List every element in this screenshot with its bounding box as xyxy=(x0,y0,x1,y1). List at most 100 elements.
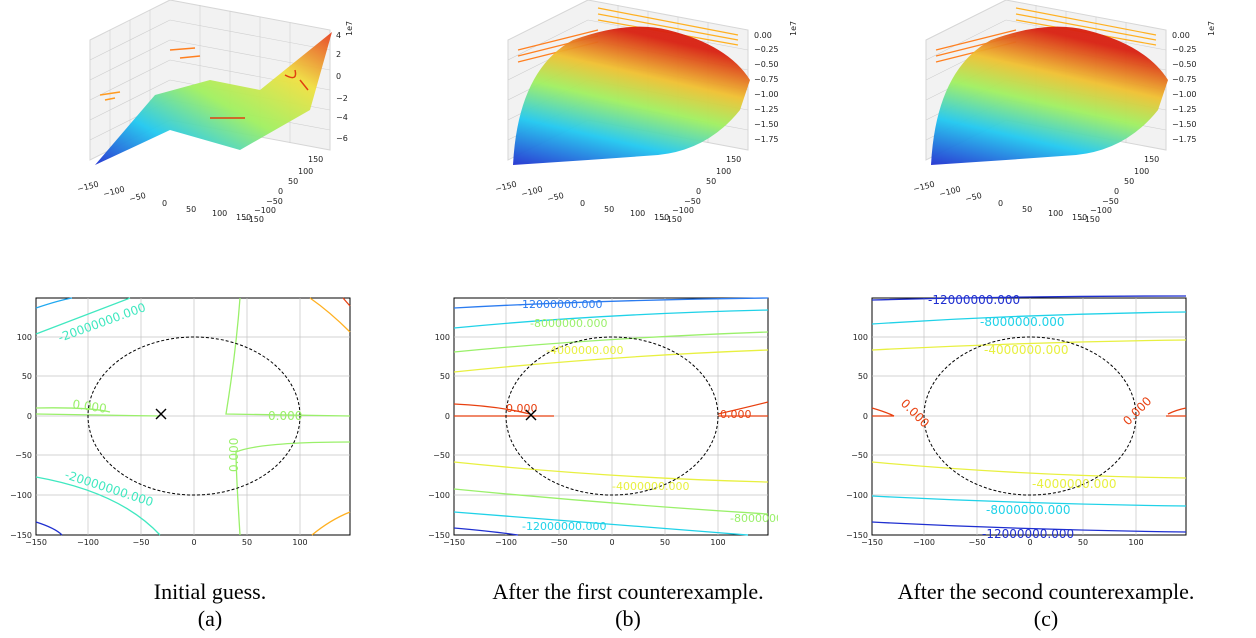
caption-label: (b) xyxy=(615,606,641,631)
svg-text:1e7: 1e7 xyxy=(1207,21,1216,36)
caption-c: After the second counterexample. (c) xyxy=(836,578,1256,632)
svg-text:150: 150 xyxy=(236,213,251,222)
svg-text:150: 150 xyxy=(308,155,323,164)
svg-text:100: 100 xyxy=(435,333,450,342)
svg-text:150: 150 xyxy=(654,213,669,222)
svg-text:50: 50 xyxy=(186,205,196,214)
svg-text:−50: −50 xyxy=(433,451,450,460)
svg-text:-12000000.000: -12000000.000 xyxy=(522,520,606,533)
svg-text:−2: −2 xyxy=(336,94,348,103)
svg-text:−50: −50 xyxy=(15,451,32,460)
boundary-circle xyxy=(923,336,1137,496)
svg-text:0: 0 xyxy=(580,199,585,208)
svg-text:0.00: 0.00 xyxy=(754,31,772,40)
svg-text:150: 150 xyxy=(726,155,741,164)
caption-text: After the second counterexample. xyxy=(897,579,1195,604)
y-axis-ticks: 150 100 50 0 −50 −100 −150 xyxy=(1078,155,1159,224)
svg-text:1e7: 1e7 xyxy=(345,21,354,36)
panel-b: 0.00 −0.25 −0.50 −0.75 −1.00 −1.25 −1.50… xyxy=(418,0,838,638)
contour-lines xyxy=(871,295,1187,533)
svg-text:−150: −150 xyxy=(76,180,100,194)
svg-text:0: 0 xyxy=(162,199,167,208)
svg-text:0: 0 xyxy=(998,199,1003,208)
svg-text:50: 50 xyxy=(1022,205,1032,214)
svg-text:−100: −100 xyxy=(254,206,276,215)
svg-text:0: 0 xyxy=(278,187,283,196)
svg-text:150: 150 xyxy=(1072,213,1087,222)
x-axis-ticks: −150 −100 −50 0 50 100 150 xyxy=(494,180,669,222)
svg-text:-4000000.000: -4000000.000 xyxy=(984,343,1069,357)
svg-text:−150: −150 xyxy=(861,538,883,547)
svg-text:-8000000.0: -8000000.0 xyxy=(730,512,778,525)
svg-text:−1.50: −1.50 xyxy=(1172,120,1197,129)
svg-text:-4000000.000: -4000000.000 xyxy=(612,480,689,493)
svg-text:100: 100 xyxy=(1128,538,1143,547)
contour-y-ticks: 100 50 0 −50 −100 −150 xyxy=(10,333,32,540)
svg-text:100: 100 xyxy=(716,167,731,176)
svg-text:-8000000.000: -8000000.000 xyxy=(530,317,607,330)
svg-text:−0.75: −0.75 xyxy=(1172,75,1197,84)
svg-text:0: 0 xyxy=(191,538,196,547)
contour-plot-b: -12000000.000 -8000000.000 -4000000.000 … xyxy=(428,297,778,547)
svg-text:100: 100 xyxy=(17,333,32,342)
svg-text:-12000000.000: -12000000.000 xyxy=(982,527,1074,541)
svg-text:−150: −150 xyxy=(1078,215,1100,224)
caption-text: After the first counterexample. xyxy=(492,579,764,604)
svg-text:−6: −6 xyxy=(336,134,348,143)
svg-text:−150: −150 xyxy=(10,531,32,540)
svg-text:−50: −50 xyxy=(1102,197,1119,206)
svg-text:0: 0 xyxy=(1027,538,1032,547)
contour-lines xyxy=(453,297,769,536)
svg-text:50: 50 xyxy=(604,205,614,214)
surface-plot-c: 0.00 −0.25 −0.50 −0.75 −1.00 −1.25 −1.50… xyxy=(912,0,1216,224)
svg-text:−100: −100 xyxy=(428,491,450,500)
panel-a: 4 2 0 −2 −4 −6 1e7 −150 −100 −50 0 50 10… xyxy=(0,0,420,638)
svg-text:−100: −100 xyxy=(10,491,32,500)
svg-text:0.000: 0.000 xyxy=(72,397,108,416)
svg-text:100: 100 xyxy=(1134,167,1149,176)
svg-text:50: 50 xyxy=(288,177,298,186)
svg-text:−100: −100 xyxy=(495,538,517,547)
svg-text:−0.50: −0.50 xyxy=(1172,60,1197,69)
surface-mesh xyxy=(95,32,332,165)
svg-text:50: 50 xyxy=(706,177,716,186)
svg-text:−150: −150 xyxy=(25,538,47,547)
svg-text:-4000000.000: -4000000.000 xyxy=(546,344,623,357)
svg-text:−150: −150 xyxy=(660,215,682,224)
svg-text:−150: −150 xyxy=(912,180,936,194)
svg-text:−50: −50 xyxy=(551,538,568,547)
svg-text:−0.50: −0.50 xyxy=(754,60,779,69)
svg-text:100: 100 xyxy=(853,333,868,342)
svg-text:100: 100 xyxy=(1048,209,1063,218)
caption-label: (a) xyxy=(197,606,223,631)
svg-text:-4000000.000: -4000000.000 xyxy=(1032,477,1117,491)
svg-text:−50: −50 xyxy=(684,197,701,206)
contour-x-ticks: −150 −100 −50 0 50 100 xyxy=(861,538,1144,547)
svg-text:-12000000.000: -12000000.000 xyxy=(928,293,1020,307)
contour-x-ticks: −150 −100 −50 0 50 100 xyxy=(25,538,308,547)
caption-b: After the first counterexample. (b) xyxy=(418,578,838,632)
svg-text:−100: −100 xyxy=(913,538,935,547)
contour-plot-c: -12000000.000 -8000000.000 -4000000.000 … xyxy=(846,293,1187,547)
svg-text:−1.00: −1.00 xyxy=(754,90,779,99)
svg-text:2: 2 xyxy=(336,50,341,59)
svg-text:−50: −50 xyxy=(133,538,150,547)
boundary-circle xyxy=(87,336,301,496)
svg-text:−1.25: −1.25 xyxy=(1172,105,1197,114)
caption-a: Initial guess. (a) xyxy=(0,578,420,632)
svg-text:−100: −100 xyxy=(672,206,694,215)
contour-plot-a: -20000000.000 0.000 0.000 0.000 -2000000… xyxy=(10,297,351,547)
surface-contour-lines xyxy=(517,7,739,63)
svg-text:0.000: 0.000 xyxy=(268,409,302,423)
svg-text:50: 50 xyxy=(1078,538,1088,547)
x-axis-ticks: −150 −100 −50 0 50 100 150 xyxy=(76,180,251,222)
svg-text:0: 0 xyxy=(609,538,614,547)
svg-text:100: 100 xyxy=(630,209,645,218)
y-axis-ticks: 150 100 50 0 −50 −100 −150 xyxy=(660,155,741,224)
svg-text:0.000: 0.000 xyxy=(720,408,752,421)
svg-text:100: 100 xyxy=(710,538,725,547)
svg-text:0: 0 xyxy=(863,412,868,421)
svg-text:−100: −100 xyxy=(938,185,962,199)
marker-x xyxy=(155,408,167,420)
surface-plot-b: 0.00 −0.25 −0.50 −0.75 −1.00 −1.25 −1.50… xyxy=(494,0,798,224)
